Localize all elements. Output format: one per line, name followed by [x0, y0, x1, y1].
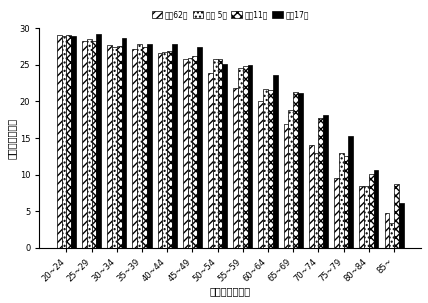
Bar — [82, 42, 87, 248]
Bar — [344, 156, 348, 248]
Bar — [233, 88, 238, 248]
Bar — [217, 59, 223, 248]
Bar — [263, 89, 268, 248]
Bar — [172, 44, 177, 248]
Bar — [87, 39, 92, 248]
Bar — [374, 170, 378, 248]
Bar — [167, 51, 172, 248]
Bar — [223, 64, 227, 248]
Bar — [399, 202, 404, 248]
Bar — [213, 59, 217, 248]
Bar — [57, 35, 62, 248]
Bar — [318, 118, 323, 248]
Bar — [158, 53, 162, 248]
Bar — [162, 52, 167, 248]
Bar — [208, 73, 213, 248]
Bar — [92, 42, 96, 248]
Bar — [62, 35, 66, 248]
Bar — [147, 44, 152, 248]
X-axis label: 年齢階級（歳）: 年齢階級（歳） — [210, 286, 251, 296]
Bar — [389, 223, 394, 248]
Bar — [71, 36, 76, 248]
Bar — [284, 124, 288, 248]
Legend: 昭和62年, 平成 5年, 平成11年, 平成17年: 昭和62年, 平成 5年, 平成11年, 平成17年 — [149, 7, 312, 22]
Bar — [187, 58, 193, 248]
Bar — [137, 44, 142, 248]
Bar — [293, 92, 298, 248]
Bar — [394, 184, 399, 248]
Bar — [142, 47, 147, 248]
Bar — [323, 115, 328, 248]
Bar — [384, 213, 389, 248]
Bar — [369, 174, 374, 248]
Bar — [268, 91, 273, 248]
Bar — [112, 47, 117, 248]
Bar — [360, 186, 364, 248]
Bar — [259, 101, 263, 248]
Bar — [183, 59, 187, 248]
Bar — [314, 153, 318, 248]
Bar — [348, 136, 353, 248]
Bar — [309, 145, 314, 248]
Bar — [298, 93, 303, 248]
Bar — [107, 45, 112, 248]
Bar — [66, 35, 71, 248]
Bar — [117, 46, 122, 248]
Bar — [339, 153, 344, 248]
Bar — [243, 66, 248, 248]
Bar — [273, 75, 278, 248]
Bar — [122, 38, 126, 248]
Bar — [248, 65, 253, 248]
Bar — [334, 178, 339, 248]
Bar — [364, 186, 369, 248]
Y-axis label: 現在歯数（歯）: 現在歯数（歯） — [7, 118, 17, 159]
Bar — [96, 34, 101, 248]
Bar — [197, 47, 202, 248]
Bar — [238, 68, 243, 248]
Bar — [288, 110, 293, 248]
Bar — [132, 49, 137, 248]
Bar — [193, 56, 197, 248]
